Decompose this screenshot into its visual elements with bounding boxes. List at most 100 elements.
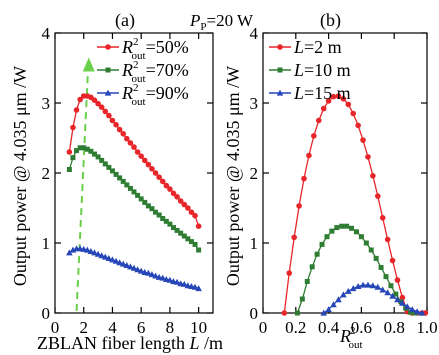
panel-a-series-1-point [102, 161, 108, 167]
panel-a-xlabel-unit: /m [199, 333, 223, 353]
pump-subscript: P [200, 21, 206, 33]
panel-b-series-2-point [330, 301, 337, 308]
panel-a-series-1-point [174, 227, 180, 233]
panel-a-series-1-point [181, 233, 187, 239]
panel-b-series-0-point [320, 105, 327, 112]
panel-b-series-1-point [299, 296, 305, 302]
panel-b-xlabel-sup: 2 [350, 325, 356, 337]
panel-b-series-2-point [359, 281, 367, 288]
panel-a-series-1-point [171, 225, 176, 231]
panel-b-ytick-label: 4 [250, 24, 259, 43]
panel-b-series-0-point [350, 110, 357, 117]
panel-b-series-2-point [418, 309, 426, 316]
panel-a-series-2-point [119, 260, 127, 267]
panel-b-ytick-label: 3 [250, 94, 259, 113]
panel-a-series-2-point [159, 274, 167, 281]
panel-b-series-1-point [334, 225, 340, 231]
panel-a-series-2-point [98, 252, 105, 259]
panel-b-series-2-point [349, 285, 357, 292]
panel-b-series-0-point [370, 173, 376, 179]
panel-a-series-2-point [152, 272, 159, 279]
panel-b-label: (b) [320, 10, 341, 31]
panel-a-series-0-point [106, 112, 112, 119]
panel-b-ytick-label: 2 [250, 164, 259, 183]
panel-a-series-0-point [181, 201, 188, 208]
panel-a-series-1-point [156, 212, 162, 218]
panel-b-ytick-label: 1 [250, 234, 259, 253]
panel-b: (b) Output power @ 4.035 μm /W R2 out 012… [223, 10, 438, 351]
panel-b-series-0-point [330, 93, 337, 100]
panel-b-series-1-point [368, 247, 374, 253]
panel-b-series-0-point [345, 101, 352, 108]
panel-a-series-1-point [160, 216, 166, 221]
panel-a-series-1-point [117, 175, 123, 181]
panel-a-legend-marker-0 [105, 44, 111, 50]
panel-a-series-0-point [195, 223, 202, 229]
panel-a-series-1-point [127, 185, 133, 191]
panel-a-xtick-label: 8 [166, 318, 175, 337]
panel-a-series-0-point [163, 182, 170, 189]
panel-b-series-0-point [355, 122, 361, 129]
panel-a-series-1-point [196, 247, 202, 253]
panel-b-series-0-point [389, 257, 396, 264]
panel-a-series-0-point [102, 108, 109, 115]
panel-b-series-1-point [378, 265, 384, 270]
panel-a-series-0-line [68, 95, 200, 227]
panel-b-xtick-label: 0 [259, 318, 268, 337]
pump-value: =20 W [207, 11, 255, 30]
panel-a-series-0-point [70, 124, 76, 131]
panel-a-legend-marker-2 [104, 89, 112, 96]
panel-a-series-1-point [163, 218, 169, 224]
panel-b-series-1-point [393, 291, 399, 297]
panel-a-series-0-point [116, 126, 123, 133]
panel-a-series-1-point [124, 182, 130, 188]
panel-b-series-1-point [324, 234, 330, 240]
panel-a-series-1-point [149, 206, 155, 212]
panel-a-series-0-point [66, 149, 73, 155]
panel-b-series-2-point [408, 306, 416, 313]
panel-a-series-1-point [113, 171, 119, 177]
panel-b-series-0-point [311, 133, 317, 139]
panel-a-series-1-point [167, 221, 173, 227]
panel-a-series-2-point [191, 283, 199, 290]
panel-b-legend-label-2: L=15 m [293, 83, 351, 103]
panel-a-xtick-label: 6 [137, 318, 146, 337]
panel-b-legend: L=2 m L=10 m L=15 m [269, 37, 351, 103]
panel-b-xtick-label: 0.4 [318, 318, 340, 337]
panel-a-series-1-point [88, 148, 94, 154]
panel-b-xtick-label: 0.6 [351, 318, 372, 337]
panel-a-series-1-point [138, 196, 144, 202]
panel-a-ytick-label: 3 [42, 94, 51, 113]
panel-b-series-2-point [354, 283, 362, 289]
panel-b-series-0-point [281, 310, 288, 316]
panel-a-series-0-point [124, 135, 130, 142]
panel-b-xtick-label: 1.0 [416, 318, 437, 337]
panel-a-series-2-point [195, 285, 202, 292]
panel-a-series-1-point [120, 178, 126, 184]
panel-b-series-2-point [394, 296, 401, 303]
panel-a-ytick-label: 2 [42, 164, 51, 183]
panel-b-series-0-point [375, 193, 381, 199]
panel-b-series-0-point [340, 96, 347, 102]
annotation-arrow-head [82, 57, 95, 72]
panel-a-series-0-point [109, 117, 116, 124]
panel-a-series-1-point [95, 154, 101, 160]
panel-a-series-1-point [188, 239, 194, 245]
panel-b-series-0-point [384, 236, 391, 243]
panel-b-series-0-point [301, 175, 307, 182]
panel-b-series-2-point [364, 281, 372, 288]
panel-b-series-2-point [344, 287, 352, 294]
panel-a-series-2-point [109, 256, 116, 263]
panel-a-series-2-point [134, 266, 141, 273]
annotation-arrow-shaft [75, 69, 90, 311]
panel-a-series-0-point [192, 212, 198, 219]
panel-a-series-0-point [134, 149, 141, 155]
panel-b-ylabel: Output power @ 4.035 μm /W [223, 66, 243, 286]
panel-a-xlabel-text: ZBLAN fiber length [37, 333, 189, 353]
panel-b-series-0-point [315, 117, 322, 124]
panel-b-series-0-point [306, 152, 312, 159]
panel-a-series-0-point [167, 186, 173, 192]
panel-a-series-0-point [188, 209, 195, 215]
panel-a-series-1-point [185, 236, 191, 242]
